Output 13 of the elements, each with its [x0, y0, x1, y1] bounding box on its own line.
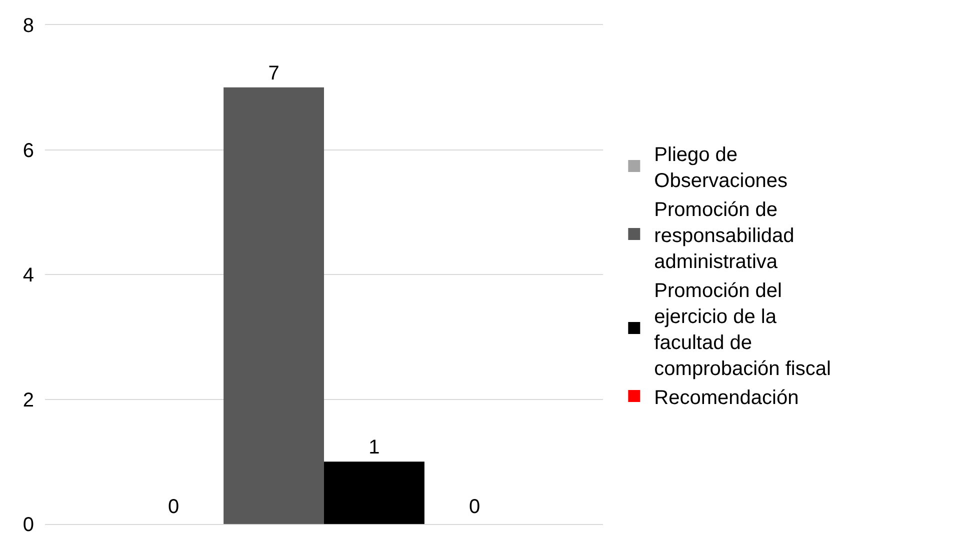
y-tick-label: 0 [22, 514, 34, 536]
legend-label: Pliego de Observaciones [654, 144, 788, 192]
annotation: 0 [168, 496, 180, 518]
data-label: 7 [268, 62, 280, 84]
y-tick-label: 6 [22, 140, 34, 162]
data-label: 1 [368, 436, 380, 459]
legend-label: Promoción del ejercicio de la facultad de comprobación fiscal [654, 280, 831, 380]
annotation: 0 [469, 496, 480, 518]
y-tick-label: 2 [22, 389, 34, 412]
y-tick-label: 8 [22, 15, 34, 37]
legend-label: Recomendación [654, 386, 799, 409]
legend-label: Promoción de responsabilidad administrativa [654, 198, 794, 273]
y-tick-label: 4 [22, 264, 34, 286]
